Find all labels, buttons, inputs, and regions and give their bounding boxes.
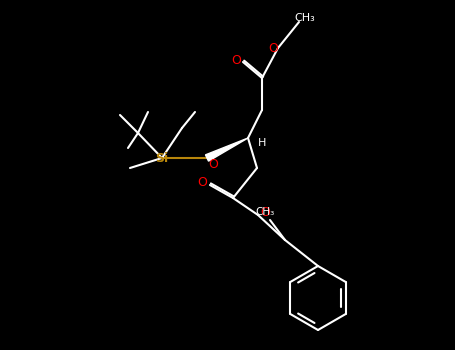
Text: CH₃: CH₃ — [255, 207, 275, 217]
Polygon shape — [206, 138, 248, 161]
Text: H: H — [258, 138, 266, 148]
Text: O: O — [268, 42, 278, 56]
Text: O: O — [231, 54, 241, 66]
Text: O: O — [197, 176, 207, 189]
Text: Si: Si — [156, 152, 168, 164]
Text: O: O — [260, 206, 270, 219]
Text: O: O — [208, 158, 218, 170]
Text: CH₃: CH₃ — [295, 13, 315, 23]
